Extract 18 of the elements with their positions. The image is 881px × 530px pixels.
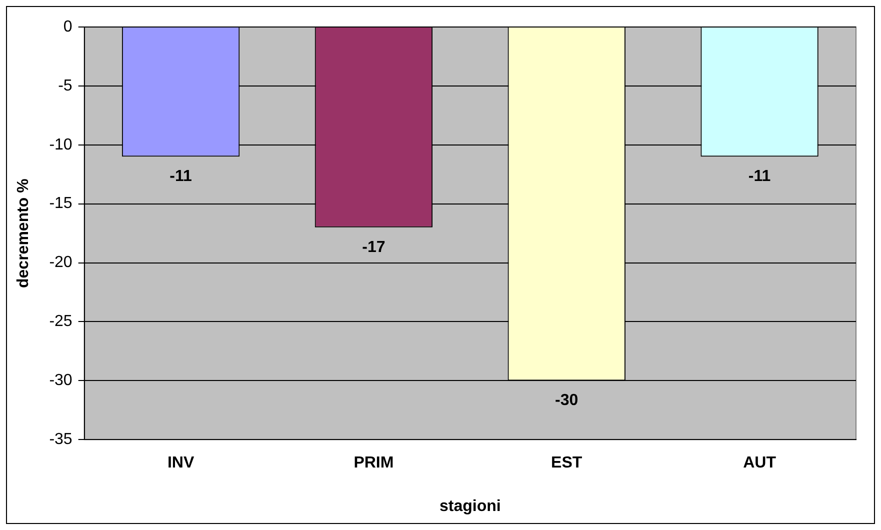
y-tick-label: -25 — [49, 313, 72, 330]
data-label: -11 — [170, 168, 192, 186]
y-tick-label: -5 — [58, 77, 72, 94]
data-label: -30 — [555, 392, 578, 410]
x-tick-label: INV — [167, 454, 194, 472]
x-tick-label: EST — [551, 454, 582, 472]
y-tick-label: -30 — [49, 372, 72, 390]
x-axis-title: stagioni — [439, 498, 501, 515]
x-tick-label: AUT — [743, 454, 776, 472]
y-tick-label: -35 — [49, 431, 72, 448]
data-label: -11 — [748, 168, 771, 186]
y-tick-label: 0 — [63, 18, 72, 36]
x-tick-label: PRIM — [354, 454, 394, 472]
y-tick-label: -20 — [49, 254, 72, 272]
y-axis-title: decremento % — [15, 178, 32, 288]
y-tick-label: -15 — [49, 195, 72, 212]
y-tick-label: -10 — [49, 136, 72, 154]
data-label: -17 — [362, 238, 386, 256]
